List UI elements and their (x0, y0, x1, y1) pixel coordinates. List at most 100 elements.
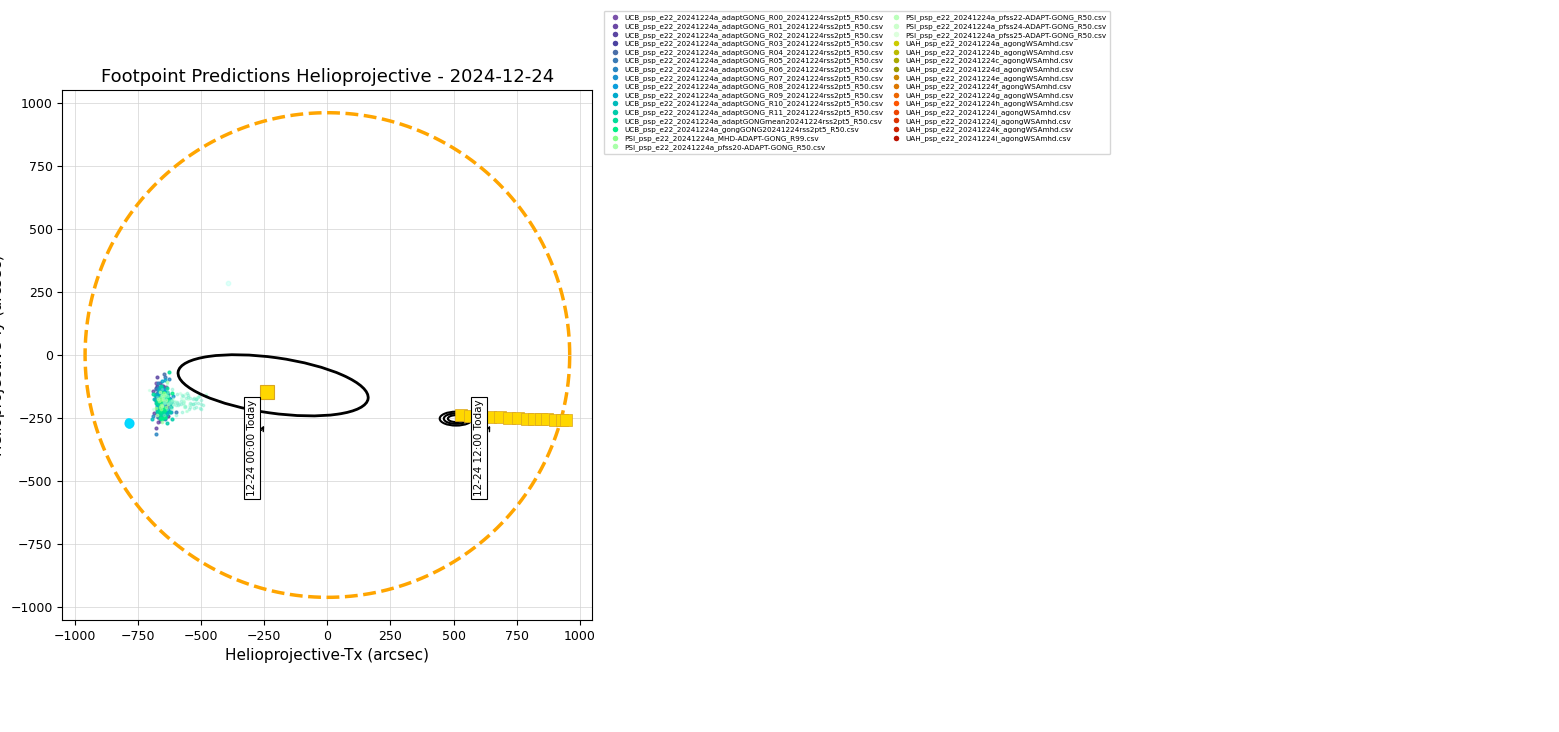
Point (151, 397, 176, 408)
Point (154, 388, 179, 400)
Point (145, 396, 170, 408)
Point (150, 392, 175, 403)
Point (154, 395, 179, 407)
Point (176, 403, 201, 414)
Point (150, 375, 175, 386)
Point (145, 411, 170, 423)
Point (145, 398, 170, 410)
Point (178, 402, 203, 414)
Point (182, 397, 207, 409)
Point (150, 416, 175, 427)
Point (150, 393, 175, 405)
Point (147, 388, 171, 400)
Point (143, 388, 168, 400)
Point (479, 411, 504, 423)
Point (151, 392, 176, 403)
Point (150, 407, 175, 419)
Point (145, 398, 170, 410)
Point (147, 406, 171, 417)
Point (156, 396, 181, 408)
Point (150, 401, 175, 413)
Point (150, 389, 175, 401)
Point (173, 401, 198, 413)
Point (148, 395, 173, 407)
Point (151, 402, 176, 414)
Point (153, 412, 178, 424)
Point (171, 390, 196, 402)
Point (189, 395, 214, 406)
Point (153, 392, 178, 404)
Point (182, 393, 207, 405)
Point (514, 412, 539, 424)
Point (168, 397, 193, 409)
Point (151, 405, 176, 417)
Point (150, 388, 175, 400)
Point (164, 395, 189, 407)
Point (550, 415, 575, 427)
Point (147, 387, 171, 399)
Point (157, 394, 182, 406)
Point (153, 389, 178, 401)
Point (151, 399, 176, 411)
Point (154, 403, 179, 415)
Point (145, 392, 170, 403)
Point (145, 389, 170, 401)
Point (161, 399, 186, 411)
Point (150, 396, 175, 408)
Point (150, 404, 175, 416)
Point (145, 393, 170, 405)
Point (145, 380, 170, 392)
Point (156, 398, 181, 410)
Point (145, 390, 170, 402)
Point (150, 380, 175, 392)
Point (150, 404, 175, 416)
Point (148, 381, 173, 392)
Point (157, 366, 182, 378)
Point (179, 397, 204, 409)
Point (148, 397, 173, 408)
Point (151, 411, 176, 423)
Point (147, 398, 171, 410)
Point (153, 392, 178, 404)
Point (154, 406, 179, 417)
Point (505, 412, 530, 424)
Point (151, 392, 176, 404)
Point (164, 399, 189, 411)
Point (184, 401, 209, 413)
Text: 12-24 12:00 Today: 12-24 12:00 Today (474, 400, 490, 496)
Point (156, 390, 181, 402)
Point (150, 405, 175, 417)
Point (150, 387, 175, 399)
Point (148, 399, 173, 411)
Point (173, 400, 198, 411)
Point (151, 396, 176, 408)
Point (143, 427, 168, 439)
Point (148, 404, 173, 416)
Point (457, 408, 482, 420)
Point (148, 402, 173, 414)
Point (154, 408, 179, 419)
Point (150, 392, 175, 404)
Point (184, 392, 209, 403)
Point (153, 401, 178, 413)
Point (168, 395, 193, 407)
Point (151, 382, 176, 394)
Point (143, 395, 168, 407)
Point (156, 405, 181, 417)
Point (150, 412, 175, 424)
Point (143, 408, 168, 419)
Point (153, 392, 178, 403)
Point (543, 414, 567, 425)
Point (151, 381, 176, 392)
Point (173, 389, 198, 400)
Point (150, 403, 175, 414)
Point (159, 396, 184, 408)
Point (164, 397, 189, 409)
Point (170, 389, 195, 401)
Point (151, 368, 176, 380)
Point (147, 394, 171, 406)
Point (164, 388, 189, 400)
Point (145, 393, 170, 405)
Point (150, 392, 175, 403)
Point (151, 397, 176, 408)
